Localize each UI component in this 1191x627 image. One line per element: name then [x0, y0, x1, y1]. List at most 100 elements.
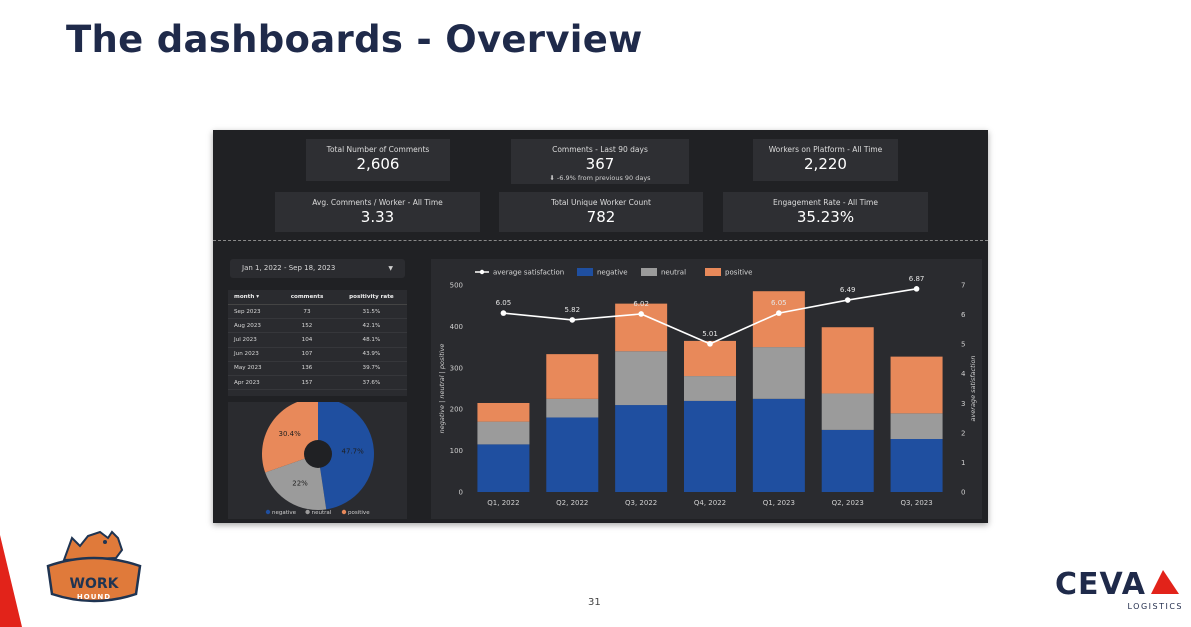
satisfaction-data-label: 6.02 — [633, 300, 649, 308]
satisfaction-point — [500, 310, 507, 316]
y-axis-title: negative | neutral | positive — [438, 344, 446, 434]
bar-neutral — [821, 393, 874, 430]
bar-positive — [477, 402, 530, 422]
kpi-workers-on-platform: Workers on Platform - All Time 2,220 — [753, 139, 898, 181]
cell-positivity: 37.6% — [334, 375, 407, 391]
column-header-positivity[interactable]: positivity rate — [334, 290, 407, 305]
chevron-down-icon: ▼ — [388, 265, 393, 272]
ceva-logo: CEVA LOGISTICS — [1055, 567, 1182, 611]
cell-positivity: 31.5% — [334, 304, 407, 320]
kpi-change: ⬇ -6.9% from previous 90 days — [549, 174, 651, 182]
pie-hole — [304, 440, 332, 468]
y2-tick-label: 1 — [961, 459, 965, 467]
sentiment-pie-chart: 47.7% 22% 30.4% negative neutral positive — [262, 398, 375, 516]
ceva-logo-text: CEVA — [1055, 567, 1146, 602]
bar-neutral — [546, 398, 599, 418]
kpi-value: 2,220 — [804, 155, 847, 173]
legend-swatch — [641, 268, 657, 276]
quarterly-chart-panel: 0 100 200 300 400 500 0 1 2 3 4 5 6 7 negative | neutr… — [431, 259, 982, 519]
y2-tick-label: 4 — [961, 370, 966, 378]
kpi-total-comments: Total Number of Comments 2,606 — [306, 139, 450, 181]
kpi-avg-comments-per-worker: Avg. Comments / Worker - All Time 3.33 — [275, 192, 480, 232]
cell-positivity: 43.9% — [334, 347, 407, 362]
kpi-comments-90-days: Comments - Last 90 days 367 ⬇ -6.9% from… — [511, 139, 689, 184]
cell-comments: 73 — [278, 304, 335, 320]
bar-negative — [890, 439, 943, 492]
legend-label: neutral — [661, 269, 686, 277]
bar-positive — [615, 303, 668, 352]
table-row: Jun 2023 107 43.9% — [228, 347, 407, 362]
bar-negative — [752, 398, 805, 492]
cell-month: Jul 2023 — [228, 332, 279, 348]
date-range-select[interactable]: Jan 1, 2022 - Sep 18, 2023 ▼ — [230, 259, 405, 278]
bar-negative — [546, 417, 599, 492]
cell-positivity: 48.1% — [334, 332, 407, 348]
legend-swatch — [705, 268, 721, 276]
y2-tick-label: 5 — [961, 341, 965, 349]
y2-axis-title: average satisfaction — [969, 355, 977, 421]
cell-comments: 104 — [278, 332, 335, 348]
cell-comments: 152 — [278, 318, 335, 334]
y-tick-label: 500 — [450, 282, 463, 290]
section-divider — [213, 240, 988, 241]
x-tick-label: Q4, 2022 — [694, 499, 726, 507]
satisfaction-point — [638, 311, 644, 317]
date-range-value: Jan 1, 2022 - Sep 18, 2023 — [242, 264, 336, 272]
legend-label: average satisfaction — [493, 269, 564, 277]
red-corner-accent — [0, 535, 22, 627]
y2-tick-label: 0 — [961, 489, 965, 497]
x-tick-label: Q3, 2023 — [900, 499, 932, 507]
legend-line-marker — [479, 269, 485, 275]
bar-negative — [821, 429, 874, 492]
satisfaction-data-label: 6.87 — [909, 275, 925, 283]
table-row: Jul 2023 104 48.1% — [228, 332, 407, 348]
kpi-value: 3.33 — [360, 208, 395, 226]
bar-neutral — [684, 376, 736, 401]
legend-label: positive — [348, 510, 370, 516]
y-tick-label: 400 — [450, 323, 463, 331]
x-tick-label: Q2, 2023 — [832, 499, 864, 507]
pie-label: 22% — [292, 480, 308, 488]
column-header-comments[interactable]: comments — [278, 290, 335, 305]
legend-swatch — [577, 268, 593, 276]
pie-slice-neutral — [265, 454, 327, 510]
cell-month: Aug 2023 — [228, 318, 279, 334]
cell-month: May 2023 — [228, 361, 279, 376]
pie-slice-positive — [262, 398, 318, 473]
x-tick-label: Q3, 2022 — [625, 499, 657, 507]
kpi-engagement-rate: Engagement Rate - All Time 35.23% — [723, 192, 928, 232]
bar-neutral — [890, 413, 943, 440]
kpi-label: Workers on Platform - All Time — [768, 145, 883, 154]
legend-label: negative — [597, 269, 628, 277]
satisfaction-data-label: 6.05 — [496, 299, 512, 307]
bar-positive — [821, 327, 874, 394]
satisfaction-data-label: 6.49 — [840, 286, 856, 294]
cell-comments: 107 — [278, 347, 335, 362]
dashboard-panel: Total Number of Comments 2,606 Comments … — [213, 130, 988, 523]
legend-label: neutral — [312, 510, 332, 516]
bar-neutral — [615, 351, 668, 406]
kpi-value: 367 — [585, 155, 615, 173]
cell-positivity: 42.1% — [334, 318, 407, 334]
satisfaction-point — [707, 341, 713, 347]
legend-label: positive — [725, 269, 752, 277]
bar-positive — [546, 354, 599, 399]
kpi-label: Avg. Comments / Worker - All Time — [312, 198, 443, 207]
satisfaction-data-label: 5.01 — [702, 330, 718, 338]
sentiment-pie-panel: 47.7% 22% 30.4% negative neutral positive — [228, 398, 407, 519]
cell-month: Apr 2023 — [228, 375, 279, 391]
column-header-month[interactable]: month ▾ — [228, 290, 279, 305]
cell-comments: 136 — [278, 361, 335, 376]
bar-negative — [615, 405, 668, 492]
cell-month: Jun 2023 — [228, 347, 279, 362]
satisfaction-point — [569, 317, 576, 323]
satisfaction-data-label: 6.05 — [771, 299, 787, 307]
svg-text:HOUND: HOUND — [77, 593, 111, 601]
bar-negative — [684, 400, 736, 492]
month-table: month ▾ comments positivity rate Sep 202… — [228, 290, 407, 396]
workhound-logo-text: WORK — [70, 576, 120, 592]
legend-swatch — [265, 509, 271, 515]
kpi-value: 2,606 — [356, 155, 400, 173]
table-row: Apr 2023 157 37.6% — [228, 375, 407, 391]
bar-neutral — [477, 421, 530, 445]
